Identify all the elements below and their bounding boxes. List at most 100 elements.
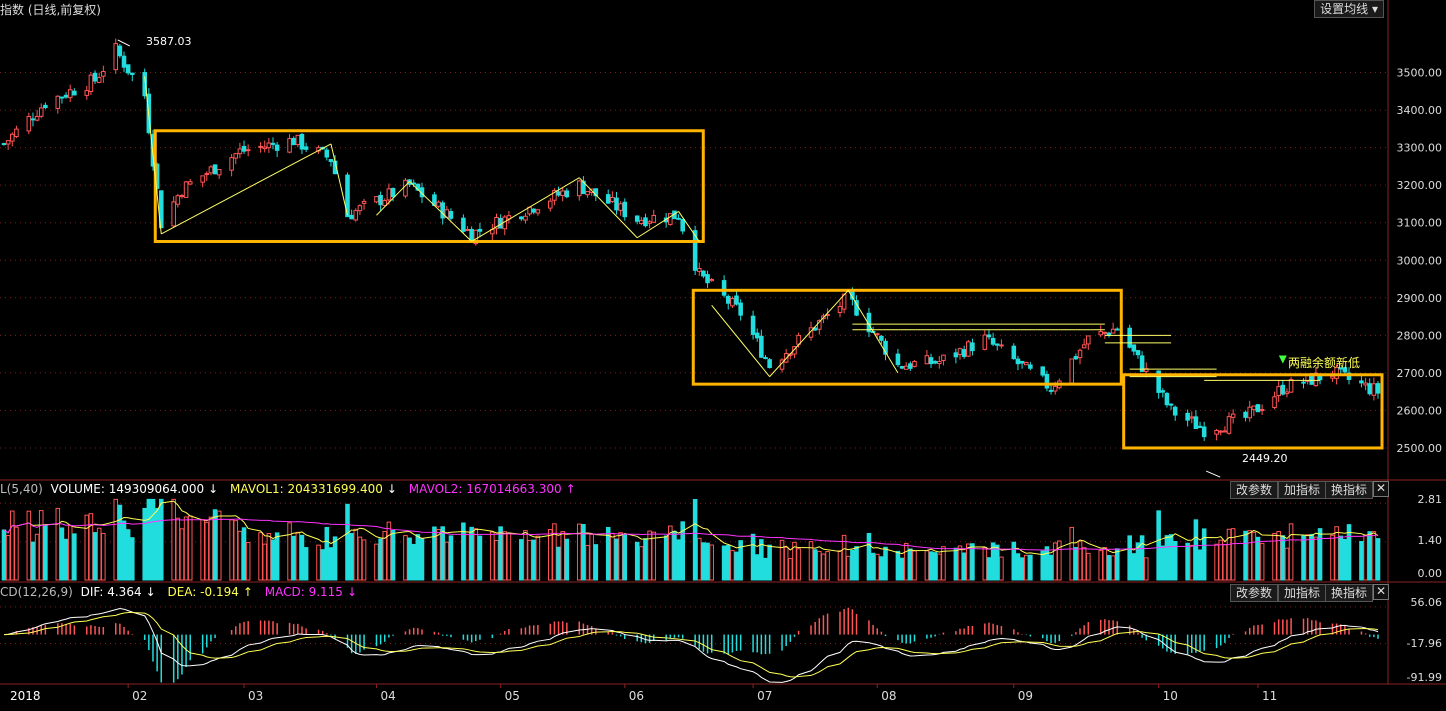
volume-bar <box>796 548 801 581</box>
volume-bar <box>382 530 388 581</box>
candle-body <box>361 200 367 204</box>
macd-tick-top: 56.06 <box>1410 596 1443 609</box>
month-label: 06 <box>629 689 644 703</box>
candle-body <box>96 77 102 83</box>
candle-body <box>1284 391 1290 395</box>
volume-bar <box>390 530 396 581</box>
volume-bar <box>175 517 181 581</box>
candle-body <box>912 361 917 367</box>
volume-bar <box>1081 547 1087 581</box>
month-label: 04 <box>380 689 395 703</box>
macd-edit-params-button[interactable]: 改参数 <box>1230 584 1279 602</box>
volume-bar <box>767 544 772 581</box>
volume-bar <box>990 542 996 581</box>
volume-bar <box>142 507 147 581</box>
mavol1-arrow-icon: ↓ <box>386 482 397 496</box>
candle-body <box>378 194 383 206</box>
volume-bar <box>415 534 421 581</box>
volume-bar <box>560 531 565 581</box>
candle-body <box>403 179 408 197</box>
volume-bar <box>1028 554 1033 581</box>
volume-bar <box>1226 528 1232 581</box>
candle-body <box>994 343 1000 346</box>
volume-bar <box>982 547 988 581</box>
volume-bar <box>92 532 98 581</box>
price-tick-label: 2700.00 <box>1397 367 1443 380</box>
volume-bar <box>262 543 268 581</box>
candle-body <box>1086 335 1091 345</box>
candle-body <box>1189 416 1195 419</box>
volume-bar <box>1338 535 1344 581</box>
candle-body <box>651 214 657 223</box>
candle-body <box>1185 412 1190 421</box>
candle-body <box>30 118 36 121</box>
volume-bar <box>937 553 942 581</box>
candle-body <box>204 173 210 176</box>
volume-bar <box>639 546 644 581</box>
volume-bar <box>1019 557 1025 581</box>
volume-bar <box>870 552 876 581</box>
volume-bar <box>1156 510 1161 581</box>
candle-body <box>386 188 392 201</box>
volume-bar <box>1110 555 1116 581</box>
volume-bar <box>1131 553 1137 581</box>
candle-body <box>556 191 561 196</box>
volume-bar <box>154 507 160 581</box>
trend-line <box>711 304 771 377</box>
candle-body <box>5 140 11 145</box>
volume-bar <box>113 498 119 581</box>
mavol2-arrow-icon: ↑ <box>565 482 576 496</box>
volume-arrow-icon: ↓ <box>208 482 219 496</box>
candle-body <box>494 216 499 229</box>
volume-bar <box>721 545 727 581</box>
candle-body <box>937 360 942 365</box>
volume-add-indicator-button[interactable]: 加指标 <box>1278 481 1327 499</box>
volume-bar <box>1247 530 1252 581</box>
volume-bar <box>874 553 880 581</box>
volume-bar <box>1015 553 1021 581</box>
volume-bar <box>672 530 677 581</box>
volume-edit-params-button[interactable]: 改参数 <box>1230 481 1279 499</box>
volume-bar <box>1259 542 1265 581</box>
month-label: 08 <box>881 689 896 703</box>
macd-close-icon[interactable]: ✕ <box>1373 584 1389 600</box>
volume-bar <box>1371 531 1377 581</box>
candle-body <box>1222 430 1228 433</box>
trend-line <box>144 76 162 235</box>
candle-body <box>1156 370 1161 393</box>
trend-line <box>161 143 332 235</box>
candle-body <box>763 357 768 360</box>
volume-bar <box>1127 535 1132 581</box>
volume-bar <box>332 536 338 581</box>
macd-switch-indicator-button[interactable]: 换指标 <box>1325 584 1374 602</box>
volume-switch-indicator-button[interactable]: 换指标 <box>1325 481 1374 499</box>
candle-body <box>622 201 628 218</box>
volume-bar <box>883 546 888 581</box>
volume-bar <box>494 540 499 581</box>
candle-body <box>759 335 764 358</box>
volume-bar <box>121 520 127 581</box>
volume-bar <box>548 529 553 581</box>
ma-settings-button[interactable]: 设置均线 ▾ <box>1314 0 1384 18</box>
candle-body <box>179 194 185 198</box>
volume-bar <box>357 536 363 581</box>
volume-bar <box>841 534 847 581</box>
volume-bar <box>692 499 698 581</box>
volume-tick-mid: 1.40 <box>1417 534 1443 547</box>
volume-bar <box>788 558 793 581</box>
volume-bar <box>556 546 561 581</box>
candle-body <box>9 133 15 142</box>
macd-add-indicator-button[interactable]: 加指标 <box>1278 584 1327 602</box>
candle-body <box>647 221 652 224</box>
month-label: 11 <box>1262 689 1277 703</box>
candle-body <box>999 344 1004 347</box>
dif-arrow-icon: ↓ <box>145 585 156 599</box>
volume-close-icon[interactable]: ✕ <box>1373 481 1389 497</box>
volume-bar <box>585 545 590 581</box>
volume-bar <box>183 516 189 581</box>
candle-body <box>1028 364 1033 369</box>
candle-body <box>908 363 913 369</box>
candle-body <box>237 148 243 155</box>
volume-bar <box>610 532 615 581</box>
